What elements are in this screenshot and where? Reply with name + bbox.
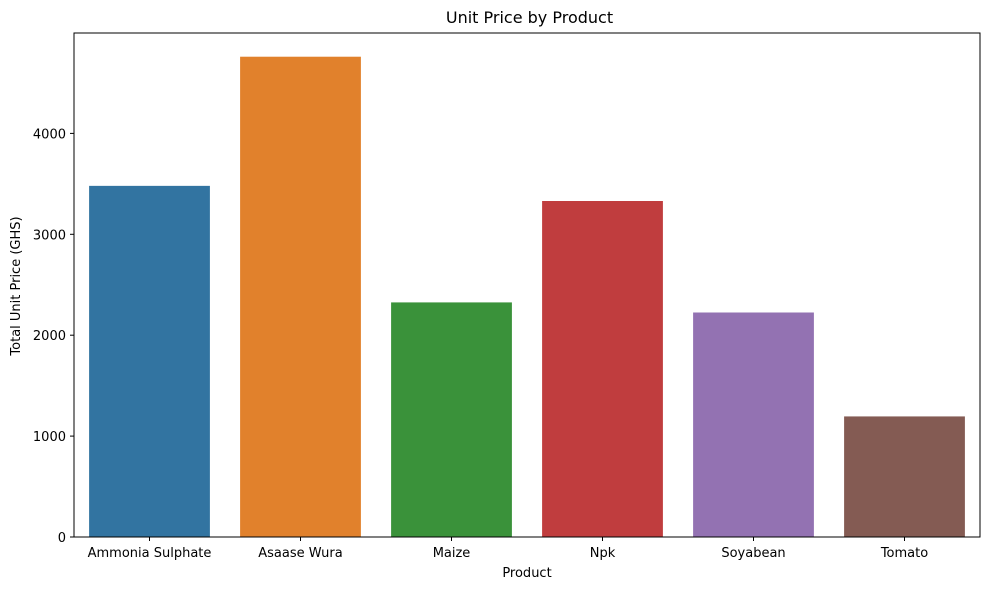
x-tick-label: Maize — [433, 546, 471, 561]
bar-maize — [391, 302, 512, 537]
x-tick-label: Npk — [590, 546, 616, 561]
bar-npk — [542, 201, 663, 537]
y-tick-label: 1000 — [33, 430, 66, 445]
bars-group — [89, 56, 965, 538]
y-tick-label: 4000 — [33, 127, 66, 142]
plot-frame — [73, 32, 981, 538]
x-tick-label: Asaase Wura — [258, 546, 342, 561]
chart-title: Unit Price by Product — [446, 8, 613, 27]
x-ticks-group: Ammonia Sulphate Asaase Wura Maize Npk Soyab… — [88, 537, 928, 561]
x-tick-label: Tomato — [880, 546, 928, 561]
y-axis-title: Total Unit Price (GHS) — [9, 216, 24, 356]
y-tick-label: 2000 — [33, 329, 66, 344]
y-ticks-group: 0 1000 2000 3000 4000 — [33, 127, 74, 546]
x-axis-title: Product — [502, 566, 551, 581]
y-tick-label: 0 — [58, 531, 66, 546]
bar-tomato — [844, 416, 965, 537]
bar-ammonia-sulphate — [89, 185, 210, 537]
y-tick-label: 3000 — [33, 228, 66, 243]
bar-asaase-wura — [240, 56, 361, 538]
x-tick-label: Soyabean — [721, 546, 785, 561]
bar-soyabean — [693, 312, 814, 537]
x-tick-label: Ammonia Sulphate — [88, 546, 212, 561]
